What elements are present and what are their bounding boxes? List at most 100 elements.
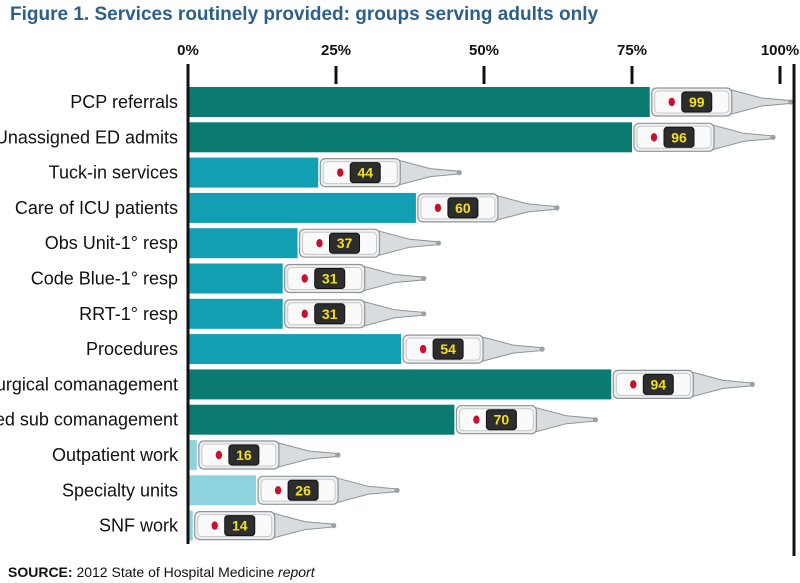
indicator-light: [316, 239, 323, 248]
bar: [188, 334, 402, 365]
data-label: 94: [650, 376, 666, 392]
bar: [188, 404, 455, 435]
indicator-light: [215, 450, 223, 460]
thermometer-tip: [331, 523, 337, 529]
data-label: 70: [494, 412, 510, 428]
value-display: [287, 479, 319, 501]
source-note: SOURCE: 2012 State of Hospital Medicine …: [8, 564, 315, 580]
value-display: [228, 444, 260, 466]
bar: [188, 122, 632, 153]
thermometer-tip: [554, 205, 560, 211]
thermometer-icon: 54: [402, 334, 545, 364]
thermometer-tip: [335, 452, 341, 458]
data-label: 31: [322, 306, 338, 322]
value-display: [349, 162, 381, 184]
data-label: 44: [357, 165, 373, 181]
data-label: 26: [295, 482, 311, 498]
data-label: 54: [440, 341, 456, 357]
value-display: [447, 197, 479, 219]
category-label: Code Blue-1° resp: [31, 269, 178, 289]
thermometer-probe: [493, 194, 557, 222]
indicator-light: [473, 415, 480, 424]
value-display: [314, 303, 346, 325]
bar: [188, 157, 319, 188]
value-display: [329, 232, 361, 254]
value-display: [314, 268, 346, 289]
bar: [188, 192, 416, 223]
thermometer-icon: 16: [198, 440, 341, 470]
indicator-light: [337, 168, 344, 177]
indicator-light: [630, 380, 637, 389]
thermometer-tip: [788, 99, 794, 105]
indicator-light: [211, 521, 218, 530]
thermometer-icon: 31: [284, 299, 427, 329]
category-label: PCP referrals: [70, 92, 178, 112]
value-display: [224, 515, 256, 537]
x-tick-label: 100%: [761, 42, 799, 59]
bar: [188, 475, 257, 506]
bar: [188, 263, 283, 294]
source-text: 2012 State of Hospital Medicine: [76, 564, 275, 580]
bar: [188, 87, 650, 117]
category-label: Med sub comanagement: [0, 410, 178, 430]
bar: [188, 510, 193, 541]
thermometer-icon: 94: [612, 369, 755, 399]
thermometer-probe: [333, 476, 397, 504]
thermometer-tip: [394, 487, 400, 493]
bar: [188, 228, 298, 259]
source-italic: report: [278, 564, 315, 580]
thermometer-icon: 26: [257, 475, 400, 505]
thermometer-probe: [395, 158, 459, 187]
data-label: 60: [455, 200, 471, 216]
thermometer-probe: [709, 123, 773, 151]
value-display: [681, 91, 713, 113]
thermometer-tip: [435, 240, 442, 246]
indicator-light: [650, 133, 658, 142]
x-tick-label: 25%: [321, 42, 351, 59]
data-label: 14: [232, 518, 248, 534]
thermometer-icon: 37: [298, 228, 442, 258]
thermometer-tip: [770, 134, 776, 140]
x-tick-label: 0%: [177, 42, 199, 59]
category-label: Outpatient work: [52, 445, 179, 465]
x-tick-label: 50%: [469, 42, 499, 59]
category-label: Procedures: [86, 339, 178, 359]
thermometer-probe: [360, 300, 424, 328]
value-display: [642, 373, 674, 395]
category-label: Specialty units: [62, 480, 178, 500]
thermometer-probe: [727, 88, 791, 116]
thermometer-tip: [539, 346, 545, 352]
thermometer-probe: [478, 335, 542, 363]
thermometer-probe: [270, 511, 334, 540]
thermometer-icon: 44: [319, 158, 462, 188]
data-label: 37: [337, 235, 353, 251]
category-label: Unassigned ED admits: [0, 127, 178, 147]
thermometer-probe: [360, 264, 424, 293]
indicator-light: [419, 344, 427, 354]
data-label: 96: [671, 129, 687, 145]
thermometer-icon: 31: [284, 263, 427, 294]
thermometer-icon: 14: [194, 511, 337, 541]
data-label: 31: [322, 271, 338, 287]
thermometer-icon: 70: [455, 405, 599, 435]
bar: [188, 298, 283, 329]
data-label: 99: [689, 94, 705, 110]
category-label: Care of ICU patients: [15, 198, 178, 218]
source-label: SOURCE:: [8, 564, 73, 580]
indicator-light: [274, 486, 282, 495]
thermometer-icon: 96: [633, 122, 776, 152]
thermometer-tip: [749, 381, 755, 387]
thermometer-icon: 60: [417, 193, 560, 223]
category-label: Tuck-in services: [49, 163, 178, 183]
x-tick-label: 75%: [617, 42, 647, 59]
indicator-light: [434, 203, 442, 213]
bar: [188, 440, 197, 470]
indicator-light: [668, 97, 675, 107]
indicator-light: [301, 274, 308, 283]
thermometer-probe: [274, 441, 338, 469]
thermometer-tip: [592, 417, 599, 423]
indicator-light: [301, 309, 308, 318]
category-label: SNF work: [99, 516, 179, 536]
thermometer-probe: [375, 229, 439, 257]
